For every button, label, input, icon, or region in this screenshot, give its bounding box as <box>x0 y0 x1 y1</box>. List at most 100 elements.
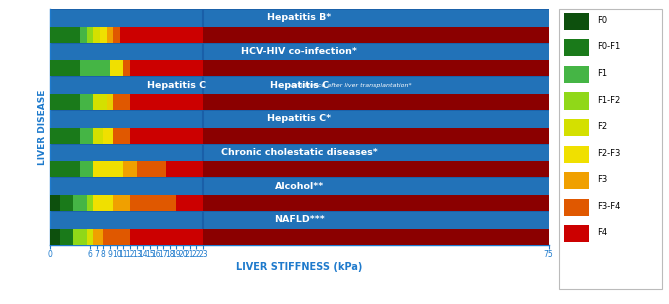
Bar <box>50 161 549 178</box>
Bar <box>50 128 80 144</box>
Bar <box>80 60 87 76</box>
Bar <box>80 27 87 43</box>
Text: F2-F3: F2-F3 <box>597 149 620 158</box>
Bar <box>94 161 123 178</box>
Text: F4: F4 <box>597 229 607 237</box>
Bar <box>130 229 203 245</box>
Text: Alcohol**: Alcohol** <box>275 182 324 191</box>
Bar <box>120 27 170 43</box>
Bar <box>203 128 549 144</box>
Bar <box>203 229 549 245</box>
Bar <box>94 94 106 110</box>
Bar <box>153 94 203 110</box>
Y-axis label: LIVER DISEASE: LIVER DISEASE <box>38 89 47 164</box>
Bar <box>50 27 80 43</box>
Bar <box>103 128 113 144</box>
Bar <box>50 27 549 43</box>
Bar <box>564 92 589 109</box>
Bar <box>123 161 136 178</box>
Bar <box>130 195 177 211</box>
Bar <box>87 27 94 43</box>
Bar <box>50 229 60 245</box>
Bar <box>100 27 106 43</box>
Bar <box>50 195 60 211</box>
Text: F0: F0 <box>597 16 607 25</box>
Bar <box>564 66 589 83</box>
Bar <box>110 60 123 76</box>
Bar <box>94 27 100 43</box>
Bar <box>113 128 130 144</box>
Bar <box>80 161 87 178</box>
Bar <box>130 128 147 144</box>
Bar <box>94 128 103 144</box>
Bar <box>564 39 589 56</box>
Text: Hepatitis C: Hepatitis C <box>147 81 206 90</box>
Bar <box>87 161 94 178</box>
Bar <box>564 199 589 216</box>
Bar <box>136 161 167 178</box>
Text: F1-F2: F1-F2 <box>597 95 620 105</box>
Bar <box>87 128 94 144</box>
Bar <box>87 229 94 245</box>
Text: F2: F2 <box>597 122 607 131</box>
Bar <box>94 229 103 245</box>
Bar <box>94 195 113 211</box>
Text: F3: F3 <box>597 175 607 184</box>
Bar <box>74 195 87 211</box>
Text: Hepatitis B*: Hepatitis B* <box>267 13 332 22</box>
Bar <box>87 60 110 76</box>
Bar <box>80 128 87 144</box>
Bar <box>564 13 589 30</box>
Bar <box>167 161 203 178</box>
Bar <box>177 195 203 211</box>
Text: Hepatitis C*: Hepatitis C* <box>268 114 331 123</box>
Text: recurrence after liver transplantation*: recurrence after liver transplantation* <box>290 83 412 88</box>
FancyBboxPatch shape <box>559 9 662 289</box>
Bar <box>147 128 203 144</box>
Bar <box>80 94 87 110</box>
Bar <box>50 94 549 110</box>
Bar <box>113 27 120 43</box>
Bar <box>564 225 589 242</box>
Bar <box>50 161 80 178</box>
Bar <box>203 27 549 43</box>
Bar <box>50 94 80 110</box>
Bar <box>87 195 94 211</box>
Bar <box>60 195 74 211</box>
Bar <box>50 76 549 94</box>
Text: F1: F1 <box>597 69 607 78</box>
Bar <box>106 27 113 43</box>
Bar <box>103 229 130 245</box>
Bar <box>203 161 549 178</box>
Bar <box>50 229 549 245</box>
Bar <box>113 94 130 110</box>
Text: Hepatitis C: Hepatitis C <box>270 81 329 90</box>
Bar <box>123 60 130 76</box>
Bar <box>50 128 549 144</box>
Bar <box>50 211 549 229</box>
X-axis label: LIVER STIFFNESS (kPa): LIVER STIFFNESS (kPa) <box>236 262 363 272</box>
Text: F3-F4: F3-F4 <box>597 202 620 211</box>
Bar <box>203 60 549 76</box>
Bar <box>60 229 74 245</box>
Bar <box>50 178 549 195</box>
Bar <box>50 60 549 76</box>
Bar <box>50 43 549 60</box>
Bar <box>130 94 153 110</box>
Text: NAFLD***: NAFLD*** <box>274 215 324 224</box>
Text: Chronic cholestatic diseases*: Chronic cholestatic diseases* <box>221 148 378 157</box>
Bar <box>50 110 549 128</box>
Bar <box>50 195 549 211</box>
Bar <box>564 146 589 163</box>
Bar <box>50 9 549 27</box>
Text: HCV-HIV co-infection*: HCV-HIV co-infection* <box>242 47 357 56</box>
Bar <box>87 94 94 110</box>
Bar <box>130 60 203 76</box>
Bar <box>203 195 549 211</box>
Bar <box>50 144 549 161</box>
Bar <box>170 27 203 43</box>
Bar <box>106 94 113 110</box>
Bar <box>113 195 130 211</box>
Bar <box>203 94 549 110</box>
Bar <box>564 172 589 189</box>
